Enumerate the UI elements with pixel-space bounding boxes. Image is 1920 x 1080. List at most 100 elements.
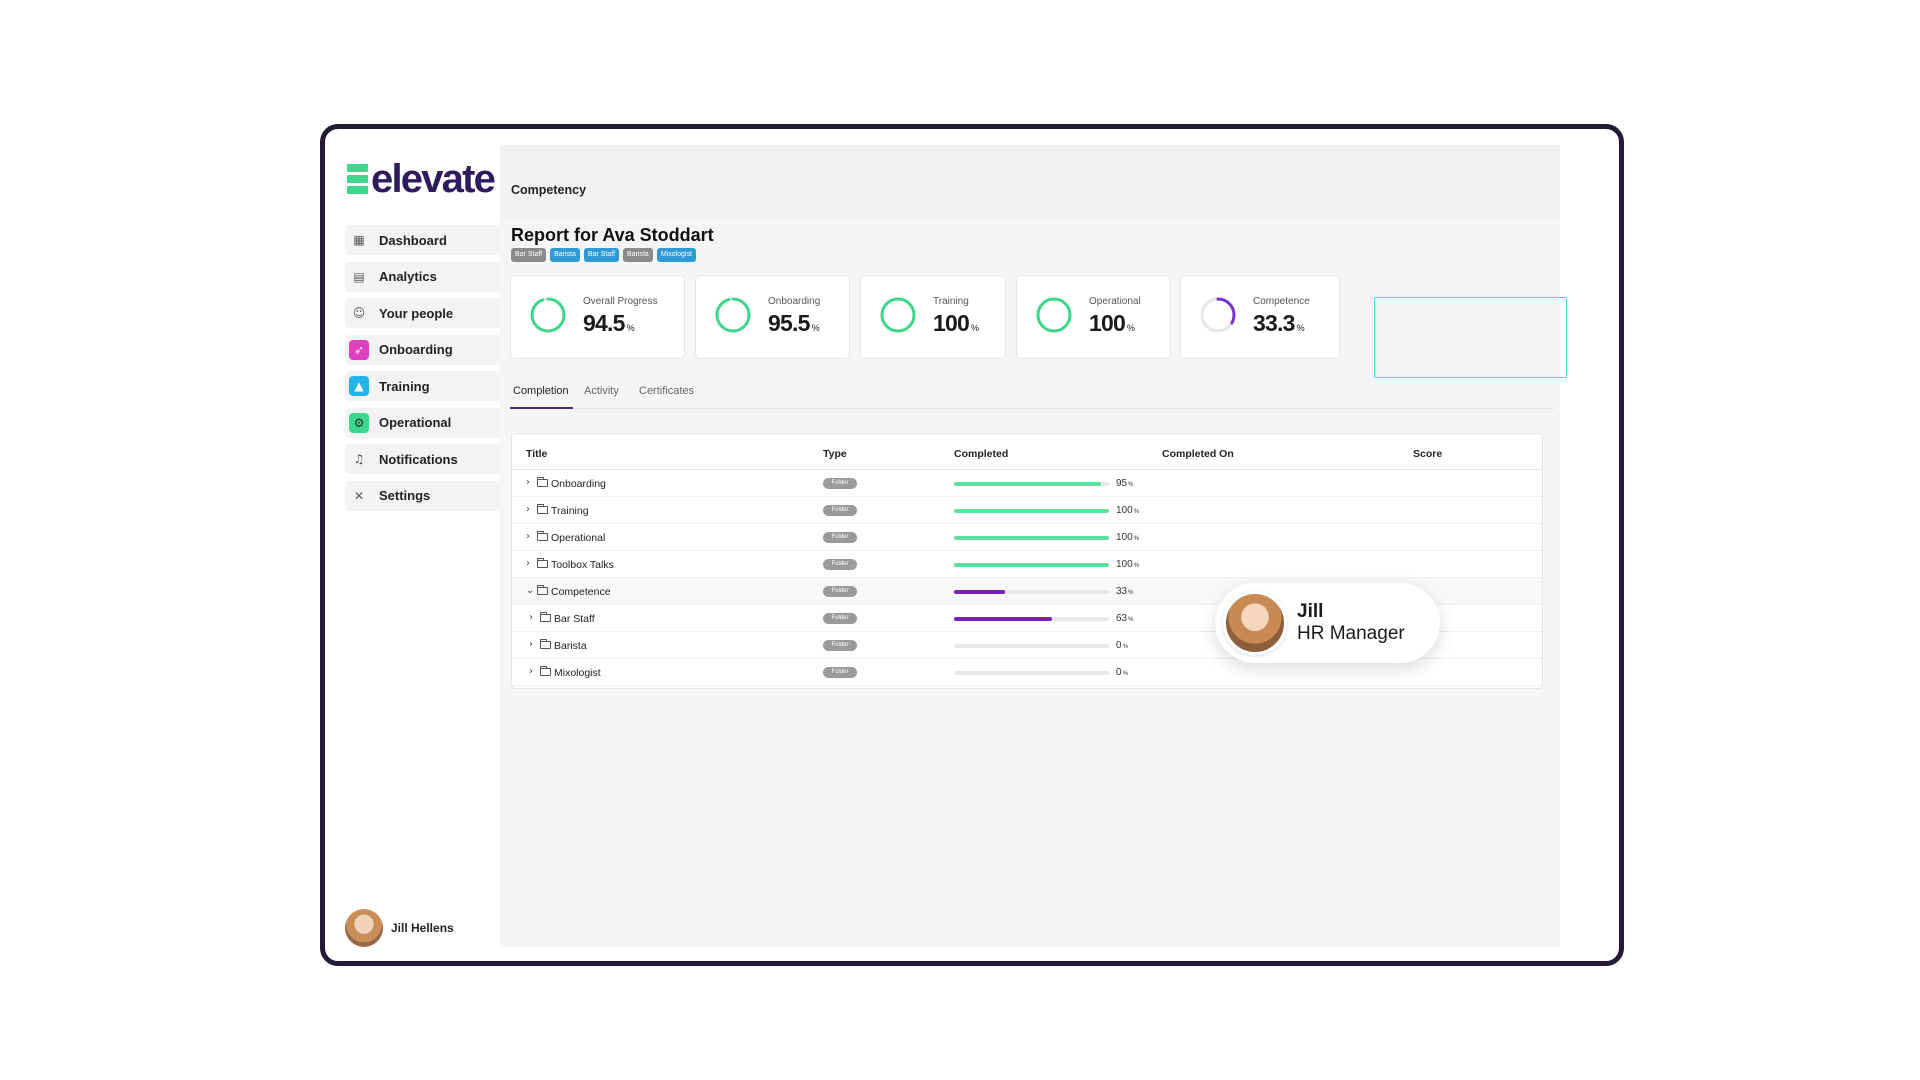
- percent-value: 63%: [1116, 613, 1134, 624]
- sidebar-item-label: Your people: [379, 305, 454, 321]
- progress-bar-fill: [954, 482, 1102, 486]
- selection-outline: [1374, 297, 1567, 378]
- tab-activity[interactable]: Activity: [584, 385, 619, 397]
- chevron-right-icon[interactable]: ›: [526, 558, 530, 569]
- empty-panel: [500, 755, 1560, 947]
- chevron-right-icon[interactable]: ›: [526, 477, 530, 488]
- folder-icon: [537, 477, 548, 487]
- column-header-completed[interactable]: Completed: [954, 448, 1009, 460]
- progress-bar: [954, 617, 1109, 621]
- progress-ring-icon: [530, 297, 566, 333]
- column-header-type[interactable]: Type: [823, 448, 847, 460]
- tag: Barista: [550, 248, 580, 262]
- table-row[interactable]: › Toolbox Talks Folder 100%: [512, 551, 1542, 578]
- sidebar-item-training[interactable]: ▲ Training: [345, 371, 526, 401]
- sidebar-item-onboarding[interactable]: ➶ Onboarding: [345, 334, 526, 365]
- operational-icon: ⚙: [349, 412, 369, 433]
- table-row[interactable]: › Training Folder 100%: [512, 497, 1542, 524]
- type-badge: Folder: [823, 532, 857, 543]
- percent-value: 100%: [1116, 532, 1140, 543]
- type-badge: Folder: [823, 505, 857, 516]
- progress-ring-icon: [715, 297, 751, 333]
- stat-card-operational[interactable]: Operational 100%: [1016, 275, 1171, 359]
- type-badge: Folder: [823, 667, 857, 678]
- folder-icon: [540, 666, 551, 676]
- avatar: [345, 909, 383, 947]
- report-title: Report for Ava Stoddart: [511, 225, 714, 245]
- chevron-down-icon[interactable]: ⌄: [526, 585, 535, 596]
- progress-ring-icon: [880, 297, 916, 333]
- row-title: Mixologist: [554, 667, 601, 679]
- percent-value: 95%: [1116, 478, 1134, 489]
- tag: Barista: [623, 248, 653, 262]
- row-title: Onboarding: [551, 478, 606, 490]
- stat-label: Onboarding: [768, 296, 821, 307]
- rocket-icon: ➶: [349, 339, 369, 360]
- progress-ring-icon: [1200, 297, 1236, 333]
- table-header: Title Type Completed Completed On Score: [512, 434, 1542, 470]
- row-title: Training: [551, 505, 589, 517]
- chevron-right-icon[interactable]: ›: [529, 639, 533, 650]
- user-name: Jill Hellens: [391, 921, 454, 935]
- sidebar-item-label: Training: [379, 378, 430, 394]
- user-profile[interactable]: Jill Hellens: [345, 909, 454, 947]
- completion-table: Title Type Completed Completed On Score …: [511, 433, 1543, 689]
- percent-value: 100%: [1116, 559, 1140, 570]
- dashboard-icon: ▦: [353, 233, 365, 247]
- active-tab-indicator: [510, 407, 573, 409]
- sidebar: elevate ▦ Dashboard ▤ Analytics ☺ Your p…: [325, 129, 545, 961]
- header: Competency: [500, 145, 1560, 219]
- stat-card-overall-progress[interactable]: Overall Progress 94.5%: [510, 275, 685, 359]
- progress-bar-fill: [954, 617, 1052, 621]
- sidebar-item-analytics[interactable]: ▤ Analytics: [345, 261, 526, 292]
- chevron-right-icon[interactable]: ›: [529, 612, 533, 623]
- stat-value: 100%: [933, 310, 979, 336]
- type-badge: Folder: [823, 640, 857, 651]
- table-row[interactable]: › Operational Folder 100%: [512, 524, 1542, 551]
- progress-bar: [954, 644, 1109, 648]
- sidebar-item-your-people[interactable]: ☺ Your people: [345, 298, 526, 328]
- folder-icon: [537, 558, 548, 568]
- progress-bar: [954, 509, 1109, 513]
- folder-icon: [540, 612, 551, 622]
- row-title: Barista: [554, 640, 587, 652]
- stat-value: 95.5%: [768, 310, 820, 336]
- sidebar-item-notifications[interactable]: ♫ Notifications: [345, 444, 526, 474]
- sidebar-item-label: Analytics: [379, 269, 437, 284]
- chevron-right-icon[interactable]: ›: [526, 531, 530, 542]
- chevron-right-icon[interactable]: ›: [526, 504, 530, 515]
- logo[interactable]: elevate: [347, 159, 496, 199]
- stat-card-onboarding[interactable]: Onboarding 95.5%: [695, 275, 850, 359]
- table-row[interactable]: › Onboarding Folder 95%: [512, 470, 1542, 497]
- user-callout: Jill HR Manager: [1215, 583, 1440, 663]
- stat-value: 100%: [1089, 310, 1135, 336]
- row-title: Competence: [551, 586, 611, 598]
- sidebar-nav: ▦ Dashboard ▤ Analytics ☺ Your people ➶ …: [345, 225, 526, 517]
- sidebar-item-operational[interactable]: ⚙ Operational: [345, 407, 526, 438]
- row-title: Toolbox Talks: [551, 559, 614, 571]
- chevron-right-icon[interactable]: ›: [529, 666, 533, 677]
- stat-card-training[interactable]: Training 100%: [860, 275, 1006, 359]
- progress-bar: [954, 563, 1109, 567]
- graduation-cap-icon: ▲: [349, 376, 369, 396]
- progress-bar-fill: [954, 536, 1109, 540]
- table-row[interactable]: › Bar Staff Folder 63%: [512, 605, 1542, 632]
- sidebar-item-settings[interactable]: ✕ Settings: [345, 480, 526, 511]
- stat-label: Competence: [1253, 296, 1310, 307]
- column-header-title[interactable]: Title: [526, 448, 548, 460]
- progress-bar: [954, 590, 1109, 594]
- avatar: [1223, 591, 1287, 655]
- tab-certificates[interactable]: Certificates: [639, 385, 695, 397]
- callout-role: HR Manager: [1297, 623, 1405, 644]
- bell-icon: ♫: [353, 452, 365, 466]
- stat-card-competence[interactable]: Competence 33.3%: [1180, 275, 1340, 359]
- type-badge: Folder: [823, 559, 857, 570]
- sidebar-item-dashboard[interactable]: ▦ Dashboard: [345, 225, 526, 255]
- table-row[interactable]: › Mixologist Folder 0%: [512, 659, 1542, 686]
- tab-completion[interactable]: Completion: [513, 385, 569, 397]
- tools-icon: ✕: [353, 488, 365, 503]
- tag: Bar Staff: [511, 248, 547, 262]
- table-row[interactable]: › Barista Folder 0%: [512, 632, 1542, 659]
- column-header-completed-on[interactable]: Completed On: [1162, 448, 1234, 460]
- column-header-score[interactable]: Score: [1413, 448, 1443, 460]
